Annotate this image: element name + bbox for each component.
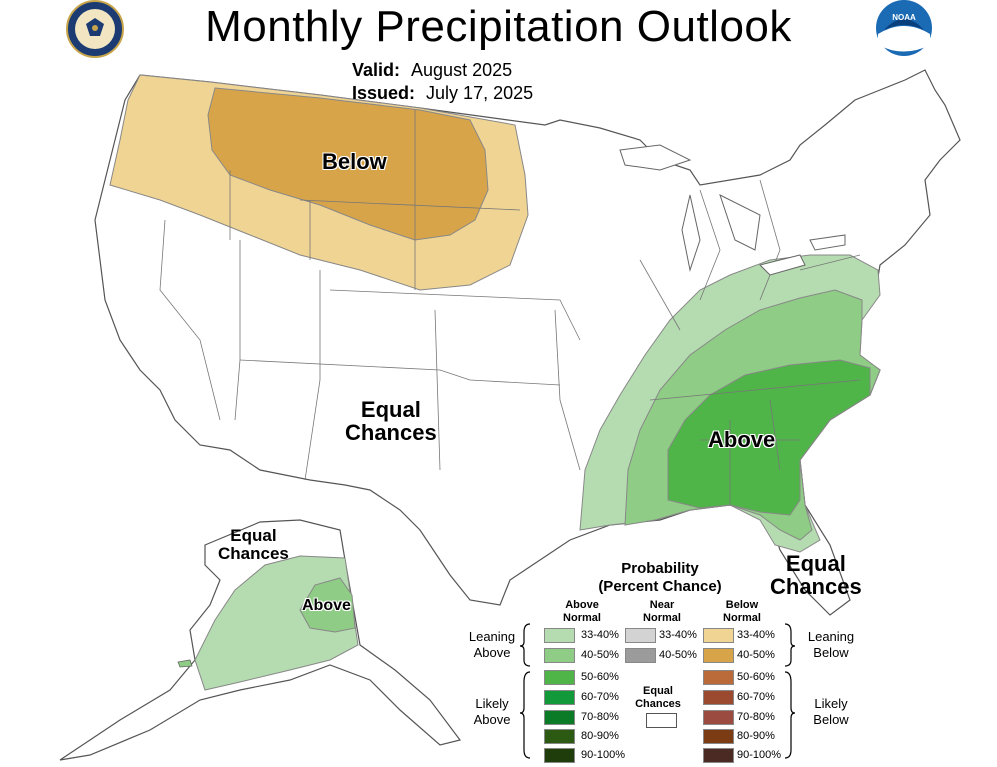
legend-title-line1: Probability bbox=[621, 560, 699, 577]
commerce-seal-logo bbox=[66, 0, 124, 58]
valid-line: Valid: August 2025 bbox=[352, 60, 512, 81]
noaa-logo: NOAA bbox=[876, 0, 932, 56]
above-range-50-60: 50-60% bbox=[581, 671, 619, 683]
likely-above-line1: Likely bbox=[475, 696, 509, 711]
below-range-50-60: 50-60% bbox=[737, 671, 775, 683]
above-swatch-60-70 bbox=[544, 690, 575, 705]
valid-label: Valid: bbox=[352, 60, 401, 80]
above-swatch-90-100 bbox=[544, 748, 575, 763]
ec-ak-line1: Equal bbox=[230, 526, 277, 545]
above-head-line2: Normal bbox=[563, 611, 601, 624]
ec-fl-line1: Equal bbox=[785, 551, 846, 576]
issued-value: July 17, 2025 bbox=[426, 83, 534, 103]
near-head-line2: Normal bbox=[643, 611, 681, 624]
above-range-80-90: 80-90% bbox=[581, 730, 619, 742]
ec-fl-line2: Chances bbox=[770, 574, 862, 600]
likely-above-line2: Above bbox=[473, 712, 511, 728]
below-swatch-50-60 bbox=[703, 670, 734, 685]
near-range-40-50: 40-50% bbox=[659, 649, 697, 661]
below-swatch-80-90 bbox=[703, 729, 734, 744]
ec-conus-line1: Equal bbox=[360, 397, 421, 422]
above-swatch-33-40 bbox=[544, 628, 575, 643]
above-range-60-70: 60-70% bbox=[581, 691, 619, 703]
near-range-33-40: 33-40% bbox=[659, 629, 697, 641]
near-swatch-33-40 bbox=[625, 628, 656, 643]
leaning-below-line2: Below bbox=[813, 645, 849, 661]
equal-chances-florida-label: Equal Chances bbox=[770, 552, 862, 598]
alaska-island bbox=[177, 659, 193, 668]
likely-above-label: Likely Above bbox=[462, 696, 522, 729]
page-title: Monthly Precipitation Outlook bbox=[205, 2, 792, 51]
above-range-90-100: 90-100% bbox=[581, 749, 626, 761]
below-normal-head: Below Normal bbox=[712, 599, 772, 624]
leaning-above-line1: Leaning bbox=[468, 629, 516, 644]
above-range-33-40: 33-40% bbox=[581, 629, 619, 641]
issued-line: Issued: July 17, 2025 bbox=[352, 83, 533, 104]
below-range-40-50: 40-50% bbox=[737, 649, 775, 661]
above-50-60-region bbox=[667, 359, 871, 516]
leaning-below-line1: Leaning bbox=[807, 629, 855, 644]
great-lakes bbox=[619, 144, 846, 276]
above-region-label: Above bbox=[708, 427, 776, 452]
below-range-60-70: 60-70% bbox=[737, 691, 775, 703]
legend-title: Probability (Percent Chance) bbox=[580, 560, 740, 596]
ec-ak-line2: Chances bbox=[218, 543, 289, 563]
equal-chances-alaska-label: Equal Chances bbox=[218, 527, 289, 563]
above-range-40-50: 40-50% bbox=[581, 649, 619, 661]
below-head-line2: Normal bbox=[723, 611, 761, 624]
above-swatch-40-50 bbox=[544, 648, 575, 663]
leaning-below-label: Leaning Below bbox=[801, 629, 861, 662]
legend-title-line2: (Percent Chance) bbox=[598, 578, 722, 595]
below-range-70-80: 70-80% bbox=[737, 711, 775, 723]
likely-below-line2: Below bbox=[813, 712, 849, 728]
below-region-label: Below bbox=[322, 149, 387, 174]
leaning-above-line2: Above bbox=[473, 645, 511, 661]
above-head-line1: Above bbox=[565, 599, 599, 611]
below-range-80-90: 80-90% bbox=[737, 730, 775, 742]
likely-below-label: Likely Below bbox=[801, 696, 861, 729]
below-swatch-33-40 bbox=[703, 628, 734, 643]
below-swatch-90-100 bbox=[703, 748, 734, 763]
below-range-90-100: 90-100% bbox=[737, 749, 782, 761]
valid-value: August 2025 bbox=[411, 60, 513, 80]
above-swatch-80-90 bbox=[544, 729, 575, 744]
near-head-line1: Near bbox=[649, 599, 675, 611]
equal-chances-swatch bbox=[646, 713, 677, 728]
leaning-above-label: Leaning Above bbox=[462, 629, 522, 662]
below-swatch-40-50 bbox=[703, 648, 734, 663]
above-range-70-80: 70-80% bbox=[581, 711, 619, 723]
below-40-50-region bbox=[207, 87, 489, 241]
above-swatch-50-60 bbox=[544, 670, 575, 685]
alaska-above-40-50-region bbox=[299, 577, 356, 633]
above-swatch-70-80 bbox=[544, 710, 575, 725]
near-normal-head: Near Normal bbox=[632, 599, 692, 624]
above-normal-head: Above Normal bbox=[552, 599, 612, 624]
ec-legend-line2: Chances bbox=[635, 697, 681, 710]
below-range-33-40: 33-40% bbox=[737, 629, 775, 641]
above-alaska-label: Above bbox=[302, 597, 351, 614]
ec-conus-line2: Chances bbox=[345, 420, 437, 446]
equal-chances-conus-label: Equal Chances bbox=[345, 398, 437, 444]
below-head-line1: Below bbox=[725, 599, 759, 611]
issued-label: Issued: bbox=[352, 83, 416, 103]
state-lines bbox=[159, 110, 861, 505]
svg-text:NOAA: NOAA bbox=[892, 13, 916, 22]
near-swatch-40-50 bbox=[625, 648, 656, 663]
ec-legend-line1: Equal bbox=[643, 685, 673, 697]
likely-below-line1: Likely bbox=[814, 696, 848, 711]
equal-chances-legend-label: Equal Chances bbox=[628, 685, 688, 710]
below-swatch-60-70 bbox=[703, 690, 734, 705]
below-swatch-70-80 bbox=[703, 710, 734, 725]
